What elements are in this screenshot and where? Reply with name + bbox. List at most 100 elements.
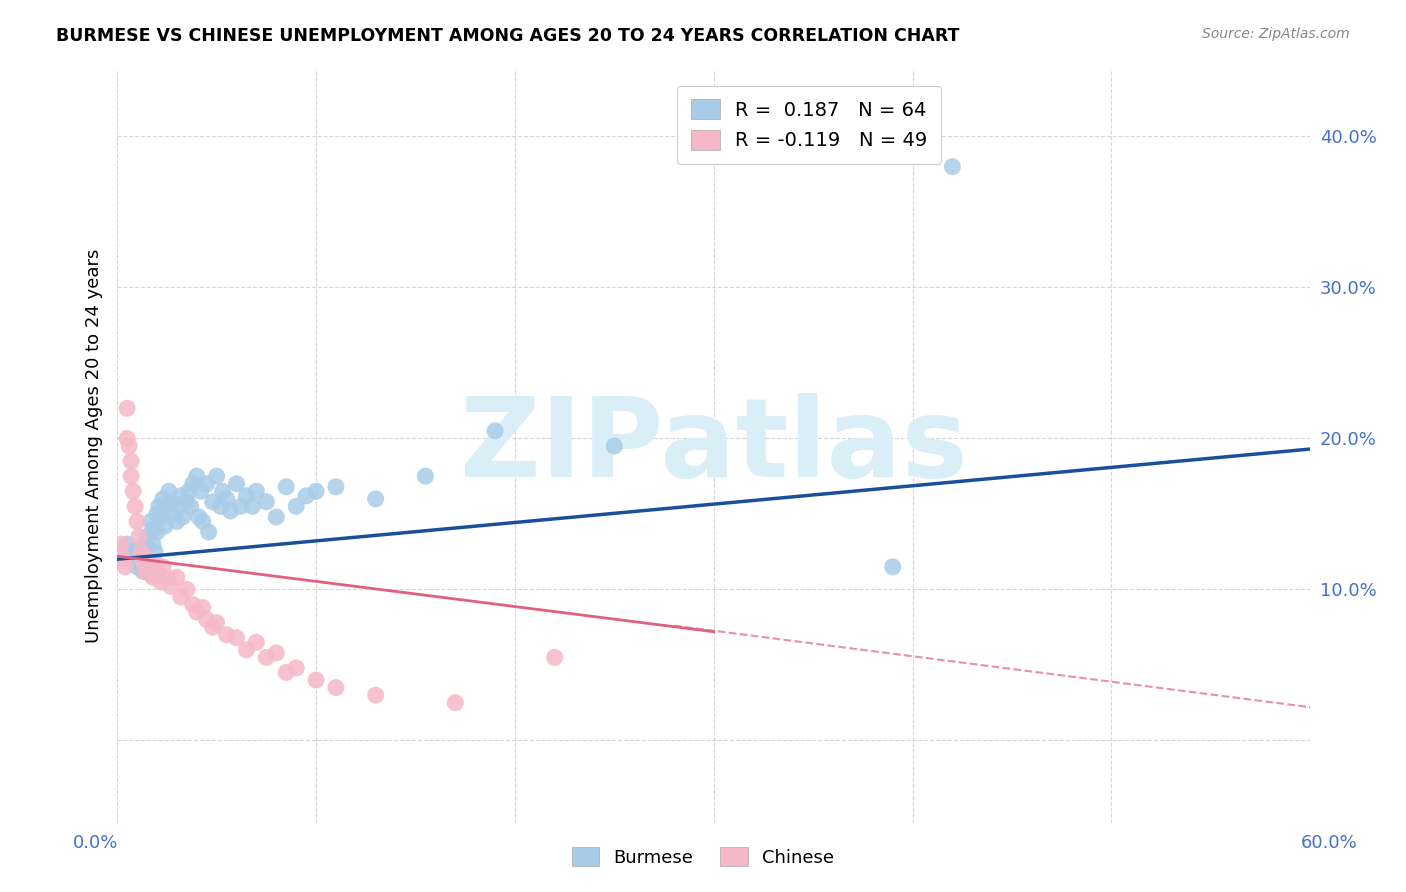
Point — [544, 650, 567, 665]
Point — [176, 495, 198, 509]
Point — [242, 500, 264, 514]
Point — [120, 469, 142, 483]
Point — [125, 544, 148, 558]
Point — [245, 635, 267, 649]
Point — [305, 673, 328, 687]
Point — [110, 537, 132, 551]
Point — [191, 600, 214, 615]
Point — [170, 590, 193, 604]
Point — [364, 491, 387, 506]
Point — [142, 570, 165, 584]
Point — [139, 515, 162, 529]
Point — [142, 537, 165, 551]
Point — [125, 515, 148, 529]
Text: 60.0%: 60.0% — [1301, 834, 1357, 852]
Text: BURMESE VS CHINESE UNEMPLOYMENT AMONG AGES 20 TO 24 YEARS CORRELATION CHART: BURMESE VS CHINESE UNEMPLOYMENT AMONG AG… — [56, 27, 960, 45]
Point — [190, 484, 212, 499]
Point — [166, 570, 188, 584]
Point — [254, 650, 277, 665]
Point — [235, 489, 257, 503]
Text: 0.0%: 0.0% — [73, 834, 118, 852]
Point — [603, 439, 626, 453]
Point — [115, 537, 138, 551]
Point — [197, 524, 219, 539]
Point — [157, 484, 180, 499]
Point — [941, 160, 963, 174]
Point — [162, 507, 184, 521]
Point — [195, 613, 218, 627]
Point — [191, 515, 214, 529]
Point — [124, 552, 146, 566]
Point — [167, 500, 190, 514]
Point — [276, 480, 298, 494]
Point — [882, 559, 904, 574]
Point — [136, 540, 159, 554]
Point — [219, 504, 242, 518]
Point — [186, 469, 208, 483]
Point — [295, 489, 318, 503]
Point — [181, 598, 204, 612]
Point — [209, 500, 232, 514]
Point — [122, 484, 145, 499]
Point — [146, 507, 169, 521]
Point — [134, 537, 156, 551]
Point — [136, 559, 159, 574]
Point — [138, 552, 160, 566]
Point — [205, 469, 228, 483]
Point — [153, 519, 176, 533]
Point — [215, 628, 238, 642]
Point — [187, 510, 209, 524]
Point — [176, 582, 198, 597]
Point — [143, 544, 166, 558]
Point — [215, 491, 238, 506]
Point — [115, 401, 138, 416]
Point — [254, 495, 277, 509]
Point — [149, 574, 172, 589]
Point — [166, 515, 188, 529]
Point — [235, 643, 257, 657]
Point — [415, 469, 437, 483]
Point — [120, 454, 142, 468]
Point — [325, 681, 347, 695]
Point — [305, 484, 328, 499]
Point — [229, 500, 252, 514]
Point — [484, 424, 506, 438]
Point — [201, 495, 224, 509]
Point — [139, 567, 162, 582]
Point — [132, 564, 155, 578]
Point — [112, 552, 135, 566]
Point — [136, 530, 159, 544]
Point — [118, 439, 141, 453]
Point — [181, 476, 204, 491]
Point — [225, 476, 247, 491]
Point — [138, 552, 160, 566]
Legend: R =  0.187   N = 64, R = -0.119   N = 49: R = 0.187 N = 64, R = -0.119 N = 49 — [678, 86, 941, 164]
Point — [205, 615, 228, 630]
Point — [129, 549, 152, 564]
Point — [201, 620, 224, 634]
Legend: Burmese, Chinese: Burmese, Chinese — [565, 840, 841, 874]
Y-axis label: Unemployment Among Ages 20 to 24 years: Unemployment Among Ages 20 to 24 years — [86, 249, 103, 643]
Point — [152, 559, 174, 574]
Point — [170, 489, 193, 503]
Point — [146, 524, 169, 539]
Point — [114, 559, 136, 574]
Point — [285, 500, 308, 514]
Point — [160, 579, 183, 593]
Point — [124, 500, 146, 514]
Point — [152, 491, 174, 506]
Point — [129, 544, 152, 558]
Point — [142, 522, 165, 536]
Point — [325, 480, 347, 494]
Point — [149, 510, 172, 524]
Point — [186, 605, 208, 619]
Point — [108, 544, 131, 558]
Point — [264, 646, 287, 660]
Point — [225, 631, 247, 645]
Text: Source: ZipAtlas.com: Source: ZipAtlas.com — [1202, 27, 1350, 41]
Point — [143, 555, 166, 569]
Point — [177, 484, 200, 499]
Point — [132, 555, 155, 569]
Point — [156, 570, 179, 584]
Text: ZIPatlas: ZIPatlas — [460, 392, 967, 500]
